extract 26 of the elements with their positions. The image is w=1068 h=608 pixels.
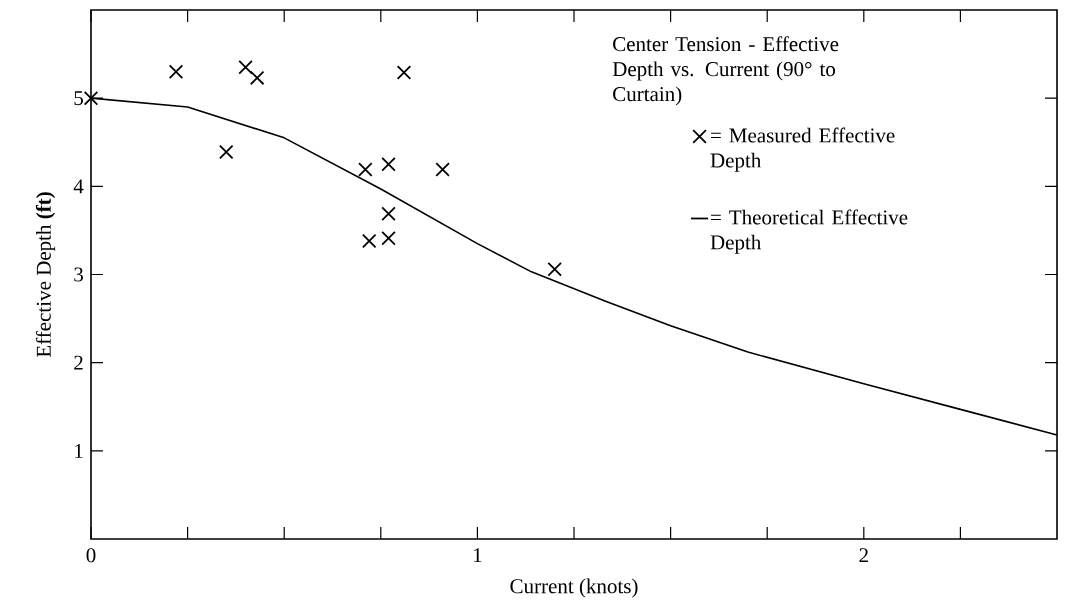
x-tick-label: 2 — [859, 548, 868, 563]
point — [238, 60, 253, 75]
y-axis-title: Effective Depth (ft) — [35, 192, 56, 358]
legend-label: = Theoretical Effective Depth — [710, 209, 908, 254]
point — [381, 231, 396, 246]
point — [396, 65, 412, 80]
y-tick-label: 1 — [75, 443, 83, 458]
point — [435, 162, 450, 177]
point — [547, 261, 562, 277]
legend-label: = Measured Effective Depth — [710, 127, 895, 172]
point — [218, 144, 234, 160]
point — [249, 70, 265, 86]
x-tick-label: 1 — [474, 548, 482, 563]
x-tick-label: 0 — [86, 548, 96, 563]
point — [358, 162, 373, 177]
point — [381, 206, 396, 221]
point — [168, 64, 184, 79]
legend-title: Center Tension - Effective Depth vs. Current (90° to Curtain) — [612, 36, 839, 106]
y-tick-label: 5 — [74, 91, 83, 106]
y-tick-label: 3 — [74, 267, 83, 282]
point — [361, 233, 377, 249]
point — [381, 157, 396, 172]
x-axis-title: Current (knots) — [510, 578, 638, 598]
y-tick-label: 2 — [74, 355, 83, 370]
y-tick-label: 4 — [73, 179, 84, 194]
point — [83, 90, 99, 106]
